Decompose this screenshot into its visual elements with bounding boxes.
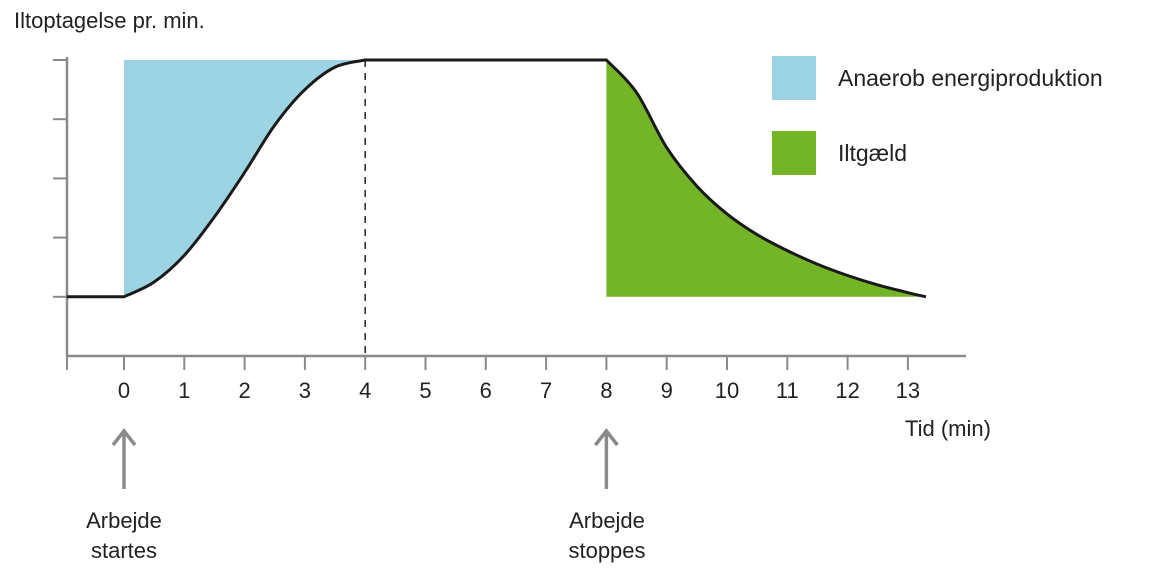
legend-item-iltgaeld: Iltgæld	[772, 131, 907, 175]
annotation-stop-line-2: stoppes	[568, 538, 646, 563]
annotation-arrow-stop	[594, 428, 619, 489]
x-tick-label: 0	[118, 378, 130, 403]
x-tick-label: 5	[419, 378, 431, 403]
x-tick-label: 6	[480, 378, 492, 403]
x-tick-label: 8	[600, 378, 612, 403]
x-tick-label: 11	[776, 378, 799, 403]
legend-swatch-iltgaeld	[772, 131, 816, 175]
x-tick-label: 12	[835, 378, 859, 403]
area-anaerob	[124, 60, 366, 297]
legend-item-anaerob: Anaerob energiproduktion	[772, 56, 1103, 100]
legend-swatch-anaerob	[772, 56, 816, 100]
x-tick-label: 9	[661, 378, 673, 403]
x-axis-label: Tid (min)	[905, 416, 991, 441]
y-axis-label: Iltoptagelse pr. min.	[14, 8, 205, 33]
annotation-arbejde-startes: Arbejde startes	[44, 506, 204, 566]
x-tick-label: 7	[540, 378, 552, 403]
x-tick-label: 13	[896, 378, 920, 403]
x-tick-label: 4	[359, 378, 371, 403]
x-tick-label: 1	[178, 378, 190, 403]
x-tick-label: 10	[715, 378, 739, 403]
annotation-arrow-start	[111, 428, 137, 489]
area-iltgaeld	[606, 60, 926, 297]
annotation-start-line-1: Arbejde	[86, 508, 162, 533]
annotation-arbejde-stoppes: Arbejde stoppes	[527, 506, 687, 566]
x-tick-label: 3	[299, 378, 311, 403]
annotation-start-line-2: startes	[90, 538, 158, 563]
oxygen-uptake-line	[66, 58, 927, 299]
legend-label-iltgaeld: Iltgæld	[838, 139, 908, 166]
x-tick-label: 2	[238, 378, 250, 403]
legend-label-anaerob: Anaerob energiproduktion	[838, 64, 1103, 91]
annotation-stop-line-1: Arbejde	[569, 508, 645, 533]
